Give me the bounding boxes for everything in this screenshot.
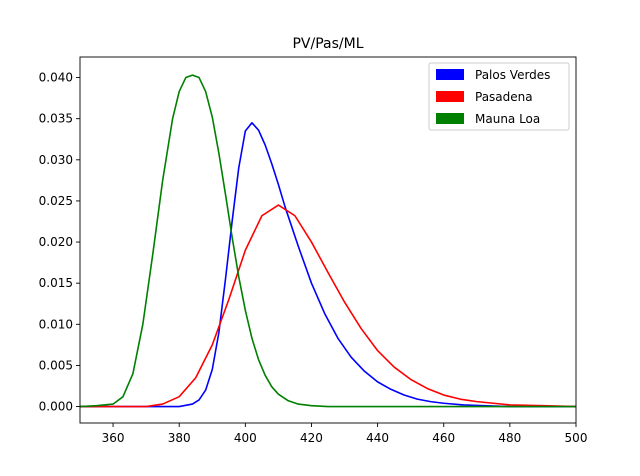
x-tick-label: 380 bbox=[168, 431, 191, 445]
legend-swatch bbox=[436, 69, 464, 80]
x-tick-label: 460 bbox=[432, 431, 455, 445]
legend-swatch bbox=[436, 113, 464, 124]
legend-label: Mauna Loa bbox=[475, 112, 540, 126]
legend: Palos Verdes Pasadena Mauna Loa bbox=[428, 62, 570, 131]
x-tick-label: 420 bbox=[300, 431, 323, 445]
x-tick-label: 500 bbox=[565, 431, 588, 445]
series-line-palos-verdes bbox=[80, 122, 576, 408]
legend-label: Pasadena bbox=[475, 90, 533, 104]
y-tick-label: 0.005 bbox=[39, 358, 73, 372]
y-tick-label: 0.020 bbox=[39, 235, 73, 249]
legend-label: Palos Verdes bbox=[475, 68, 550, 82]
chart-title: PV/Pas/ML bbox=[292, 36, 363, 52]
x-tick-label: 360 bbox=[102, 431, 125, 445]
y-tick-label: 0.010 bbox=[39, 317, 73, 331]
plot-frame bbox=[79, 56, 577, 424]
y-tick-label: 0.000 bbox=[39, 400, 73, 414]
y-tick-label: 0.030 bbox=[39, 153, 73, 167]
y-tick-label: 0.015 bbox=[39, 276, 73, 290]
legend-swatch bbox=[436, 91, 464, 102]
series-line-pasadena bbox=[80, 204, 576, 408]
y-tick-label: 0.040 bbox=[39, 71, 73, 85]
x-tick-label: 400 bbox=[234, 431, 257, 445]
series-layer bbox=[80, 74, 576, 408]
series-line-mauna-loa bbox=[80, 74, 576, 408]
x-tick-label: 440 bbox=[366, 431, 389, 445]
axes-layer: 360 380 400 420 440 460 480 500 0.000 0.005 0.010 0… bbox=[39, 56, 588, 445]
x-tick-label: 480 bbox=[498, 431, 521, 445]
y-tick-label: 0.035 bbox=[39, 112, 73, 126]
y-tick-label: 0.025 bbox=[39, 194, 73, 208]
